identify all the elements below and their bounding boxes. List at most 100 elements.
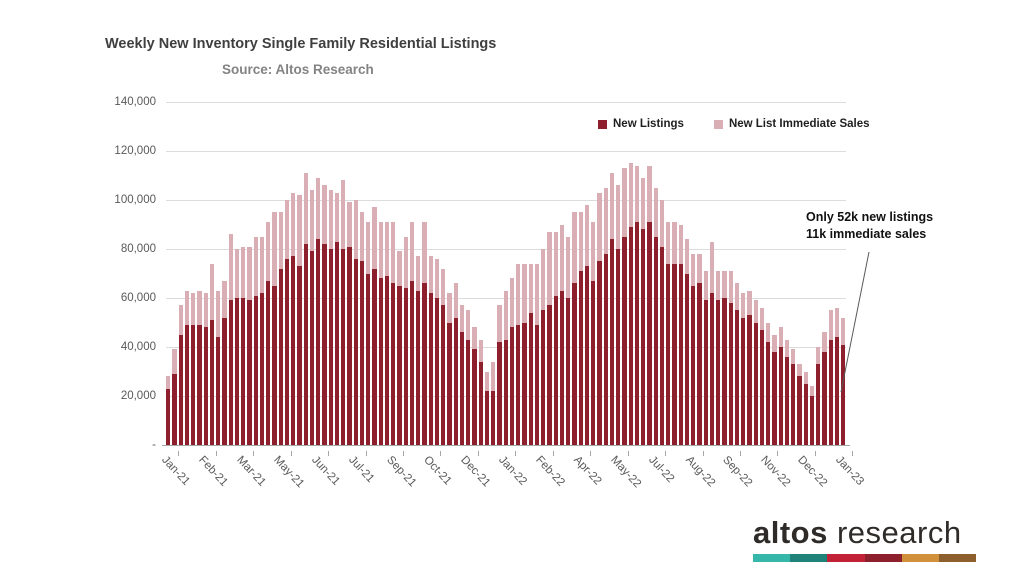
- x-tick-label: Jan-23: [832, 454, 866, 488]
- immediate-sales-segment: [566, 236, 571, 298]
- immediate-sales-segment: [791, 349, 796, 365]
- new-listings-segment: [416, 290, 421, 445]
- immediate-sales-segment: [516, 263, 521, 325]
- new-listings-segment: [616, 249, 621, 445]
- x-tick-label: Jan-22: [496, 454, 529, 488]
- weekly-bar: [472, 327, 477, 445]
- legend-item-new-listings: New Listings: [598, 118, 684, 130]
- weekly-bar: [803, 371, 808, 445]
- x-tick-label: Sep-22: [720, 454, 755, 490]
- immediate-sales-segment: [459, 305, 465, 333]
- new-listings-segment: [666, 263, 671, 445]
- new-listings-segment: [284, 258, 290, 445]
- x-tick-mark: [253, 451, 255, 456]
- new-listings-segment: [728, 302, 733, 445]
- new-listings-segment: [434, 298, 440, 445]
- new-listings-segment: [222, 317, 227, 445]
- weekly-bar: [503, 290, 508, 445]
- weekly-bar: [747, 290, 752, 445]
- weekly-bar: [409, 222, 415, 445]
- immediate-sales-segment: [253, 236, 258, 296]
- weekly-bar: [616, 185, 621, 445]
- new-listings-segment: [259, 293, 265, 445]
- x-tick-label: Dec-21: [458, 454, 493, 490]
- new-listings-segment: [297, 266, 302, 445]
- new-listings-segment: [553, 295, 558, 445]
- new-listings-segment: [466, 339, 471, 445]
- weekly-bar: [453, 283, 458, 445]
- immediate-sales-segment: [347, 202, 352, 247]
- logo-color-bar: [753, 554, 977, 562]
- new-listings-segment: [809, 396, 815, 445]
- new-listings-segment: [228, 300, 233, 445]
- weekly-bar: [784, 339, 790, 445]
- immediate-sales-segment: [691, 253, 696, 286]
- new-listings-segment: [191, 324, 196, 445]
- new-listings-segment: [503, 339, 508, 445]
- plot-area: [162, 102, 850, 446]
- weekly-bar: [509, 278, 515, 445]
- immediate-sales-segment: [222, 280, 227, 318]
- immediate-sales-segment: [416, 256, 421, 291]
- immediate-sales-segment: [197, 290, 202, 325]
- weekly-bar: [759, 307, 765, 445]
- weekly-bar: [816, 347, 821, 445]
- new-listings-segment: [653, 236, 658, 445]
- new-listings-segment: [697, 283, 702, 445]
- logo-bar-segment: [753, 554, 791, 562]
- immediate-sales-segment: [341, 180, 346, 249]
- immediate-sales-segment: [266, 222, 271, 281]
- y-tick-label: 100,000: [114, 194, 156, 206]
- new-listings-segment: [759, 329, 765, 445]
- logo-bar-segment: [790, 554, 828, 562]
- weekly-bar: [322, 185, 327, 445]
- weekly-bar: [572, 212, 577, 445]
- immediate-sales-segment: [422, 222, 427, 284]
- immediate-sales-segment: [722, 271, 727, 298]
- gridline: [166, 200, 846, 201]
- x-tick-mark: [590, 451, 592, 456]
- new-listings-segment: [716, 300, 721, 445]
- weekly-bar: [316, 177, 321, 445]
- weekly-bar: [578, 212, 583, 445]
- weekly-bar: [822, 332, 827, 445]
- weekly-bar: [653, 187, 658, 445]
- immediate-sales-segment: [434, 258, 440, 298]
- y-axis-labels: 140,000 120,000 100,000 80,000 60,000 40,000 2…: [40, 96, 156, 451]
- chart-source: Source: Altos Research: [222, 62, 374, 77]
- weekly-bar: [622, 168, 627, 445]
- weekly-bar: [441, 268, 446, 445]
- immediate-sales-segment: [628, 163, 633, 227]
- new-listings-segment: [828, 339, 833, 445]
- new-listings-segment: [734, 310, 740, 445]
- new-listings-segment: [309, 251, 315, 445]
- weekly-bar: [203, 293, 208, 445]
- immediate-sales-segment: [478, 339, 483, 362]
- new-listings-segment: [422, 283, 427, 445]
- new-listings-segment: [647, 222, 652, 445]
- immediate-sales-segment: [553, 231, 558, 296]
- weekly-bar: [659, 200, 665, 445]
- weekly-bar: [259, 236, 265, 445]
- new-listings-segment: [341, 249, 346, 445]
- immediate-sales-segment: [334, 192, 340, 242]
- immediate-sales-segment: [372, 207, 377, 269]
- logo-bar-segment: [864, 554, 902, 562]
- immediate-sales-segment: [472, 327, 477, 350]
- weekly-bar: [403, 236, 408, 445]
- immediate-sales-segment: [816, 347, 821, 365]
- x-tick-mark: [665, 451, 667, 456]
- immediate-sales-segment: [247, 246, 252, 301]
- x-tick-label: Mar-21: [234, 454, 268, 489]
- new-listings-segment: [597, 261, 602, 445]
- callout-line2: 11k immediate sales: [806, 226, 927, 241]
- immediate-sales-segment: [684, 239, 690, 274]
- new-listings-segment: [528, 312, 533, 445]
- new-listings-swatch-icon: [598, 119, 607, 129]
- altos-research-logo: altos research: [753, 515, 985, 562]
- immediate-sales-segment: [378, 222, 383, 279]
- immediate-sales-segment: [522, 263, 527, 323]
- weekly-bar: [722, 271, 727, 445]
- new-listings-segment: [334, 241, 340, 445]
